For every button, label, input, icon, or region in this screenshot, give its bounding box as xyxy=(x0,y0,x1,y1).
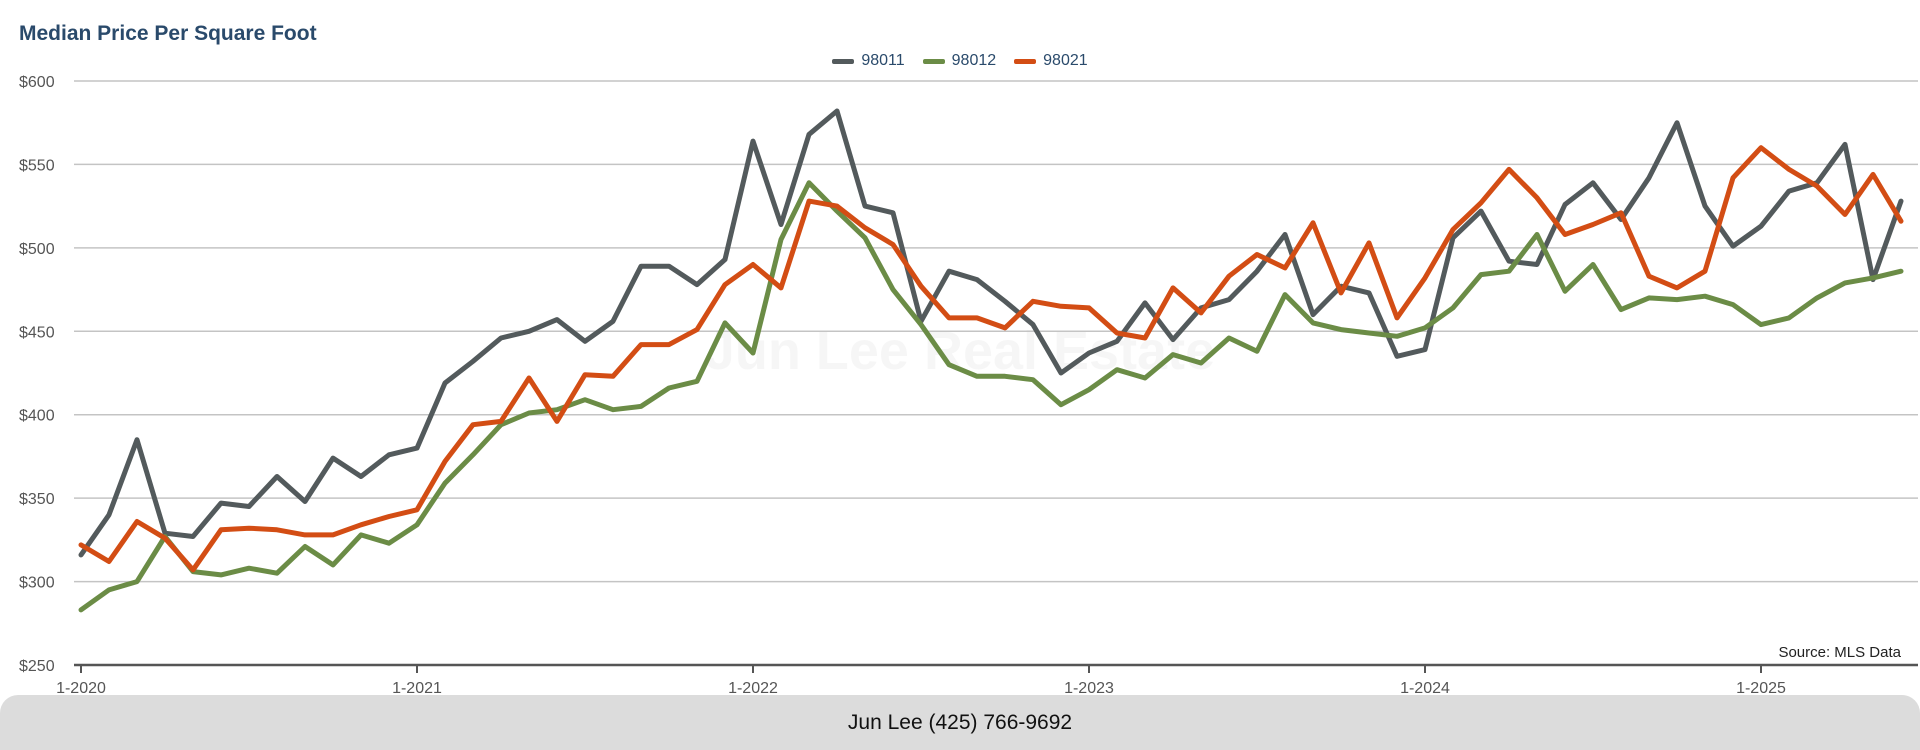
legend-swatch-98011 xyxy=(832,58,855,64)
series-line-98021[interactable] xyxy=(78,145,1904,573)
x-tick-label: 1-2025 xyxy=(1736,680,1786,695)
y-tick-label: $350 xyxy=(19,491,55,508)
legend-swatch-98012 xyxy=(922,58,945,64)
footer-bar: Jun Lee (425) 766-9692 xyxy=(0,695,1920,750)
series-line-98011[interactable] xyxy=(78,108,1904,558)
y-tick-label: $450 xyxy=(19,324,55,341)
grid-lines xyxy=(74,80,1918,583)
x-tick-label: 1-2024 xyxy=(1400,680,1450,695)
series-line-98012[interactable] xyxy=(78,180,1904,613)
x-tick-label: 1-2020 xyxy=(56,680,106,695)
x-tick-label: 1-2023 xyxy=(1064,680,1114,695)
footer-contact: Jun Lee (425) 766-9692 xyxy=(847,710,1073,734)
legend-swatch-98021 xyxy=(1014,58,1037,64)
legend-item-98021[interactable]: 98021 xyxy=(1014,52,1088,70)
series-lines xyxy=(78,108,1904,613)
legend-label-98012: 98012 xyxy=(951,52,997,69)
y-tick-label: $400 xyxy=(19,408,55,425)
x-tick-label: 1-2022 xyxy=(728,680,778,695)
chart-title: Median Price Per Square Foot xyxy=(19,22,317,45)
line-chart: $250 $300 $350 $400 $450 $500 $550 $600 1-2020 1-… xyxy=(19,74,1918,695)
legend-item-98012[interactable]: 98012 xyxy=(922,52,997,70)
legend-label-98021: 98021 xyxy=(1043,52,1088,69)
x-tick-label: 1-2021 xyxy=(392,680,442,695)
chart-legend: 98011 98012 98021 xyxy=(0,52,1920,70)
y-tick-label: $500 xyxy=(19,241,55,258)
axes: $250 $300 $350 $400 $450 $500 $550 $600 1-2020 1-… xyxy=(19,74,1918,695)
y-tick-label: $600 xyxy=(19,74,55,91)
legend-label-98011: 98011 xyxy=(861,52,905,69)
y-tick-label: $250 xyxy=(19,658,55,675)
y-tick-label: $550 xyxy=(19,157,55,174)
y-tick-label: $300 xyxy=(19,575,55,592)
source-note: Source: MLS Data xyxy=(1778,644,1901,661)
legend-item-98011[interactable]: 98011 xyxy=(832,52,905,70)
